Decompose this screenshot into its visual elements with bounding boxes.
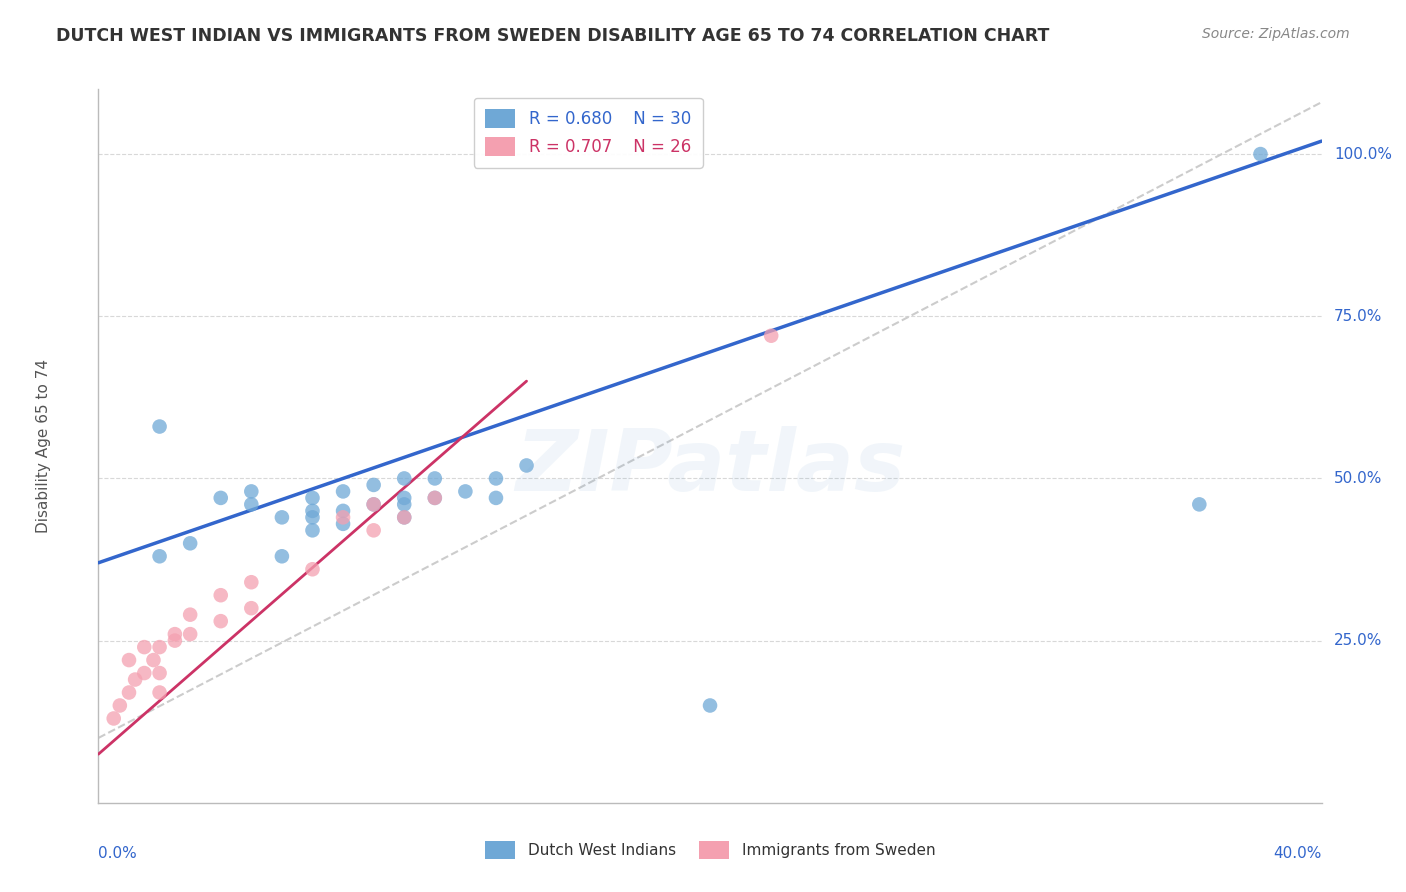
Point: [134, 640, 156, 654]
Point: [423, 491, 446, 505]
Point: [209, 588, 232, 602]
Point: [149, 640, 172, 654]
Point: [301, 491, 323, 505]
Point: [332, 510, 354, 524]
Point: [209, 614, 232, 628]
Point: [454, 484, 477, 499]
Point: [124, 673, 146, 687]
Point: [149, 549, 172, 564]
Point: [423, 491, 446, 505]
Point: [209, 491, 232, 505]
Point: [179, 536, 201, 550]
Point: [423, 471, 446, 485]
Point: [270, 510, 292, 524]
Point: [485, 491, 508, 505]
Point: [301, 562, 323, 576]
Text: ZIPatlas: ZIPatlas: [515, 425, 905, 509]
Point: [392, 471, 416, 485]
Point: [392, 510, 416, 524]
Point: [103, 711, 125, 725]
Text: 0.0%: 0.0%: [98, 846, 138, 861]
Point: [118, 685, 141, 699]
Point: [240, 575, 263, 590]
Point: [301, 510, 323, 524]
Text: Source: ZipAtlas.com: Source: ZipAtlas.com: [1202, 27, 1350, 41]
Point: [240, 497, 263, 511]
Point: [301, 524, 323, 538]
Point: [270, 549, 292, 564]
Text: 75.0%: 75.0%: [1334, 309, 1382, 324]
Point: [149, 419, 172, 434]
Legend: Dutch West Indians, Immigrants from Sweden: Dutch West Indians, Immigrants from Swed…: [477, 834, 943, 866]
Point: [1249, 147, 1271, 161]
Point: [301, 504, 323, 518]
Point: [363, 524, 385, 538]
Point: [118, 653, 141, 667]
Point: [1188, 497, 1211, 511]
Point: [759, 328, 782, 343]
Text: 100.0%: 100.0%: [1334, 146, 1392, 161]
Text: DUTCH WEST INDIAN VS IMMIGRANTS FROM SWEDEN DISABILITY AGE 65 TO 74 CORRELATION : DUTCH WEST INDIAN VS IMMIGRANTS FROM SWE…: [56, 27, 1050, 45]
Point: [392, 497, 416, 511]
Point: [108, 698, 131, 713]
Point: [332, 504, 354, 518]
Point: [163, 633, 186, 648]
Point: [516, 458, 538, 473]
Point: [179, 607, 201, 622]
Text: Disability Age 65 to 74: Disability Age 65 to 74: [37, 359, 51, 533]
Point: [134, 666, 156, 681]
Point: [163, 627, 186, 641]
Point: [240, 484, 263, 499]
Point: [332, 484, 354, 499]
Point: [363, 478, 385, 492]
Point: [699, 698, 721, 713]
Point: [485, 471, 508, 485]
Point: [142, 653, 165, 667]
Text: 25.0%: 25.0%: [1334, 633, 1382, 648]
Text: 50.0%: 50.0%: [1334, 471, 1382, 486]
Point: [392, 491, 416, 505]
Point: [240, 601, 263, 615]
Point: [149, 685, 172, 699]
Point: [363, 497, 385, 511]
Point: [363, 497, 385, 511]
Point: [392, 510, 416, 524]
Point: [332, 516, 354, 531]
Text: 40.0%: 40.0%: [1274, 846, 1322, 861]
Point: [149, 666, 172, 681]
Point: [179, 627, 201, 641]
